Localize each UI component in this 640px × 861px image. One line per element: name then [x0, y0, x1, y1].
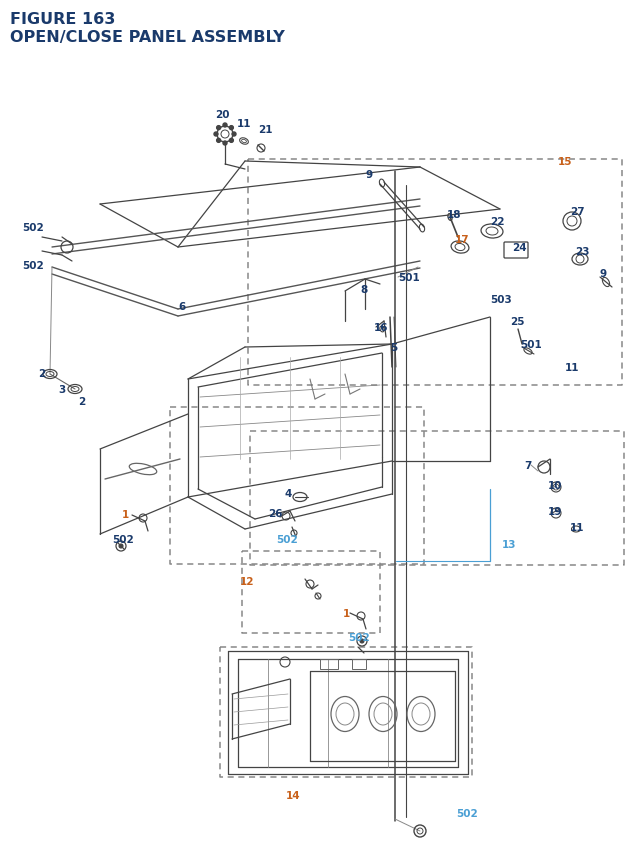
Text: 13: 13	[502, 539, 516, 549]
Text: 503: 503	[490, 294, 512, 305]
Text: 12: 12	[240, 576, 255, 586]
Text: 11: 11	[565, 362, 579, 373]
Circle shape	[216, 139, 221, 143]
Text: 21: 21	[258, 125, 273, 135]
Text: 24: 24	[512, 243, 527, 253]
Circle shape	[232, 133, 236, 137]
Text: OPEN/CLOSE PANEL ASSEMBLY: OPEN/CLOSE PANEL ASSEMBLY	[10, 30, 285, 45]
Text: 8: 8	[360, 285, 367, 294]
Text: 501: 501	[520, 339, 541, 350]
Text: 501: 501	[398, 273, 420, 282]
Text: 17: 17	[455, 235, 470, 245]
Text: 3: 3	[58, 385, 65, 394]
Text: FIGURE 163: FIGURE 163	[10, 12, 115, 27]
Text: 9: 9	[600, 269, 607, 279]
Circle shape	[223, 124, 227, 127]
Text: 23: 23	[575, 247, 589, 257]
Text: 502: 502	[456, 808, 477, 818]
Circle shape	[229, 127, 234, 131]
Text: 7: 7	[524, 461, 531, 470]
Text: 10: 10	[548, 480, 563, 491]
Text: 26: 26	[268, 508, 282, 518]
Text: 15: 15	[558, 157, 573, 167]
Bar	[320, 660, 338, 669]
Circle shape	[223, 142, 227, 146]
Text: 5: 5	[390, 343, 397, 353]
Circle shape	[229, 139, 234, 143]
Text: 1: 1	[122, 510, 129, 519]
Text: 27: 27	[570, 207, 584, 217]
Text: 4: 4	[284, 488, 291, 499]
Text: 2: 2	[38, 369, 45, 379]
Text: 502: 502	[22, 223, 44, 232]
Text: 2: 2	[78, 397, 85, 406]
Text: 502: 502	[276, 535, 298, 544]
Text: 502: 502	[112, 535, 134, 544]
Text: 11: 11	[237, 119, 252, 129]
Text: 18: 18	[447, 210, 461, 220]
Text: 19: 19	[548, 506, 563, 517]
Bar	[352, 660, 366, 669]
Circle shape	[216, 127, 221, 131]
Text: 502: 502	[348, 632, 370, 642]
Circle shape	[119, 544, 123, 548]
Text: 25: 25	[510, 317, 525, 326]
Text: 11: 11	[570, 523, 584, 532]
Text: 502: 502	[22, 261, 44, 270]
Text: 16: 16	[374, 323, 388, 332]
Text: 22: 22	[490, 217, 504, 226]
Text: 6: 6	[178, 301, 185, 312]
Circle shape	[360, 639, 364, 643]
Text: 14: 14	[286, 790, 301, 800]
Text: 1: 1	[343, 608, 350, 618]
Text: 9: 9	[365, 170, 372, 180]
Circle shape	[214, 133, 218, 137]
Text: 20: 20	[215, 110, 230, 120]
